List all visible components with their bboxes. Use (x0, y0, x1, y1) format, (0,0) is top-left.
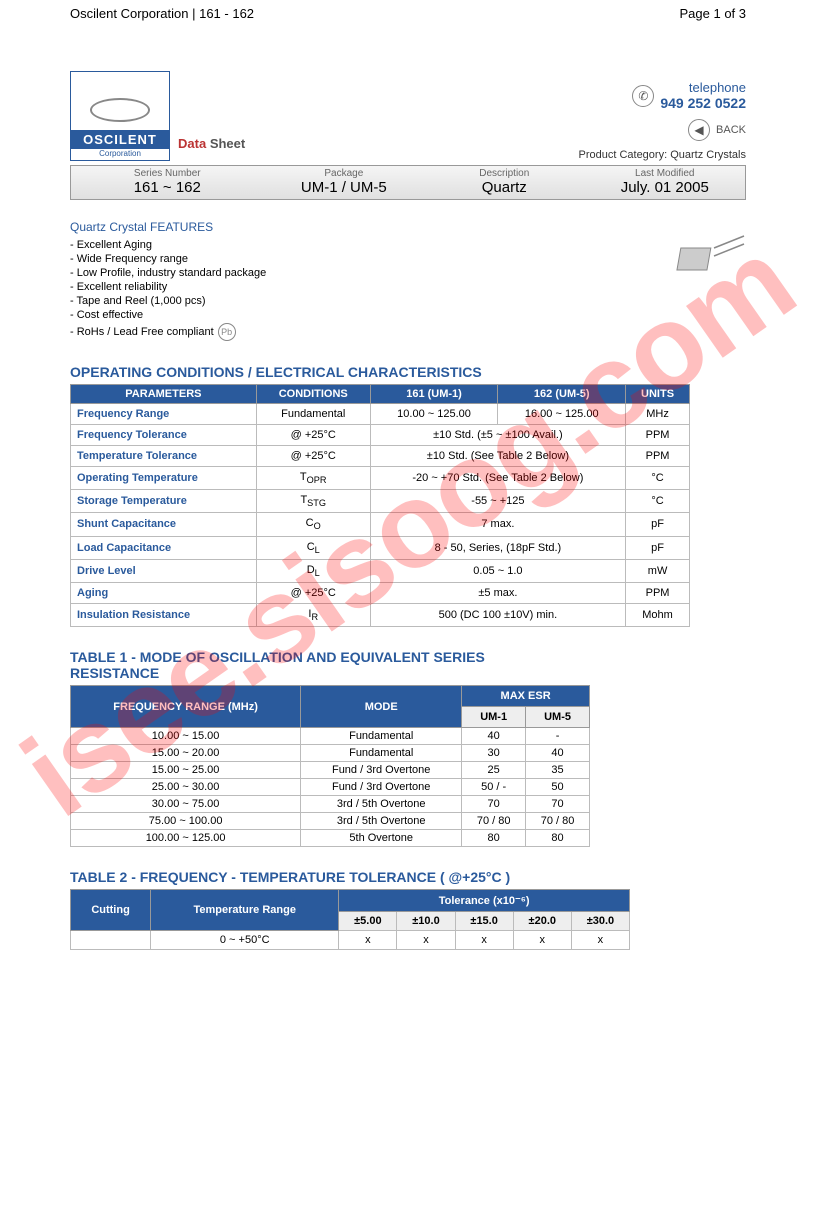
table-row: 30.00 ~ 75.003rd / 5th Overtone7070 (71, 796, 590, 813)
list-item: - Excellent Aging (70, 238, 266, 252)
list-item: - RoHs / Lead Free compliantPb (70, 322, 266, 342)
header-right: Page 1 of 3 (680, 6, 747, 21)
tel-label: telephone (660, 80, 746, 95)
tel-number: 949 252 0522 (660, 95, 746, 111)
back-icon[interactable]: ◀ (688, 119, 710, 141)
logo-sub: Corporation (99, 149, 141, 158)
table-row: Operating TemperatureTOPR-20 ~ +70 Std. … (71, 467, 690, 490)
data-sheet-label: Data Sheet (178, 136, 245, 151)
crystal-image-icon (666, 230, 746, 280)
table-row: 25.00 ~ 30.00Fund / 3rd Overtone50 / -50 (71, 779, 590, 796)
table1-title: TABLE 1 - MODE OF OSCILLATION AND EQUIVA… (70, 649, 550, 681)
list-item: - Excellent reliability (70, 280, 266, 294)
tolerance-table: Cutting Temperature Range Tolerance (x10… (70, 889, 630, 950)
table-row: Insulation ResistanceIR500 (DC 100 ±10V)… (71, 603, 690, 626)
header-left: Oscilent Corporation | 161 - 162 (70, 6, 254, 21)
page-header: Oscilent Corporation | 161 - 162 Page 1 … (0, 0, 816, 21)
table-row: Drive LevelDL0.05 ~ 1.0mW (71, 559, 690, 582)
esr-table: FREQUENCY RANGE (MHz) MODE MAX ESR UM-1 … (70, 685, 590, 847)
table-row: Temperature Tolerance@ +25°C±10 Std. (Se… (71, 446, 690, 467)
operating-table: PARAMETERS CONDITIONS 161 (UM-1) 162 (UM… (70, 384, 690, 627)
table-row: 75.00 ~ 100.003rd / 5th Overtone70 / 807… (71, 813, 590, 830)
table-row: Load CapacitanceCL8 - 50, Series, (18pF … (71, 536, 690, 559)
back-label[interactable]: BACK (716, 124, 746, 136)
series-bar: Series Number161 ~ 162 PackageUM-1 / UM-… (70, 165, 746, 200)
list-item: - Low Profile, industry standard package (70, 266, 266, 280)
operating-title: OPERATING CONDITIONS / ELECTRICAL CHARAC… (70, 364, 746, 380)
phone-icon: ✆ (632, 85, 654, 107)
logo-ring-icon (90, 98, 150, 122)
table2-title: TABLE 2 - FREQUENCY - TEMPERATURE TOLERA… (70, 869, 746, 885)
table-row: Shunt CapacitanceCO7 max.pF (71, 513, 690, 536)
prod-cat-label: Product Category: (578, 149, 667, 161)
list-item: - Cost effective (70, 308, 266, 322)
list-item: - Tape and Reel (1,000 pcs) (70, 294, 266, 308)
list-item: - Wide Frequency range (70, 252, 266, 266)
table-row: 0 ~ +50°Cxxxxx (71, 931, 630, 950)
pb-free-icon: Pb (218, 323, 236, 341)
contact-box: ✆ telephone 949 252 0522 ◀ BACK Product … (578, 80, 746, 161)
table-row: 15.00 ~ 25.00Fund / 3rd Overtone2535 (71, 762, 590, 779)
table-row: 15.00 ~ 20.00Fundamental3040 (71, 745, 590, 762)
table-row: 10.00 ~ 15.00Fundamental40- (71, 728, 590, 745)
features-list: - Excellent Aging - Wide Frequency range… (70, 238, 266, 342)
logo-brand: OSCILENT (71, 130, 169, 149)
table-row: Aging@ +25°C±5 max.PPM (71, 582, 690, 603)
features-title: Quartz Crystal FEATURES (70, 220, 266, 234)
table-row: Frequency Tolerance@ +25°C±10 Std. (±5 ~… (71, 425, 690, 446)
table-row: Frequency RangeFundamental10.00 ~ 125.00… (71, 404, 690, 425)
table-row: Storage TemperatureTSTG-55 ~ +125°C (71, 490, 690, 513)
table-row: 100.00 ~ 125.005th Overtone8080 (71, 830, 590, 847)
company-logo: OSCILENT Corporation (70, 71, 170, 161)
prod-cat-value: Quartz Crystals (670, 149, 746, 161)
